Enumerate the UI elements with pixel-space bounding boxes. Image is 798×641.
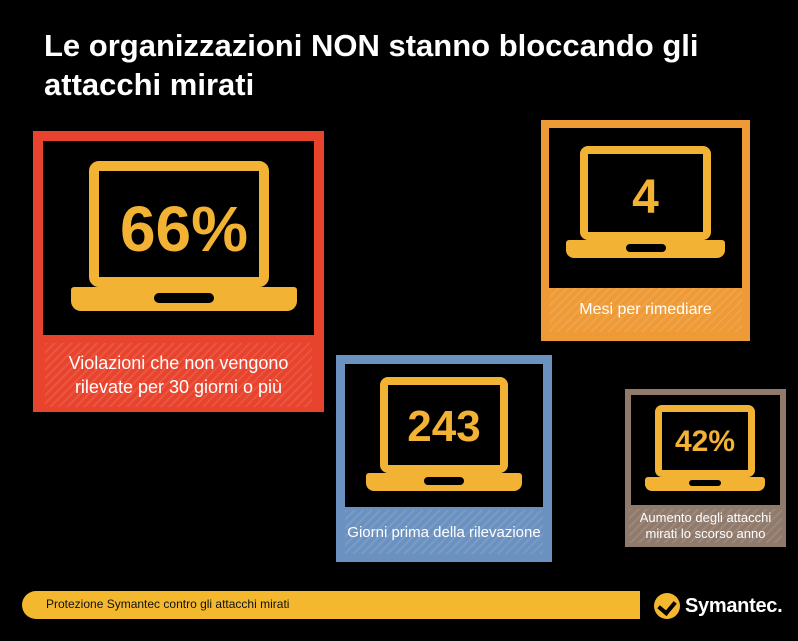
stat-label: Giorni prima della rilevazione <box>345 510 543 554</box>
laptop-icon: 4 <box>566 146 725 264</box>
stat-value: 66% <box>119 193 249 265</box>
stat-card-remediation: 4 Mesi per rimediare <box>541 120 750 341</box>
footer-banner: Protezione Symantec contro gli attacchi … <box>22 591 640 619</box>
stat-card-violations: 66% Violazioni che non vengono rilevate … <box>33 131 324 412</box>
footer-text: Protezione Symantec contro gli attacchi … <box>46 597 290 611</box>
stat-value: 243 <box>407 402 481 451</box>
laptop-icon: 243 <box>366 377 522 497</box>
stat-label: Mesi per rimediare <box>549 288 742 332</box>
stat-label: Violazioni che non vengono rilevate per … <box>45 343 312 407</box>
logo-text: Symantec. <box>685 594 783 617</box>
symantec-logo: Symantec. <box>654 590 783 622</box>
stat-value: 42% <box>674 425 736 458</box>
laptop-icon: 66% <box>71 161 297 321</box>
stat-value: 4 <box>632 171 659 224</box>
stat-card-detection-days: 243 Giorni prima della rilevazione <box>336 355 552 562</box>
stat-card-attack-increase: 42% Aumento degli attacchi mirati lo sco… <box>625 389 786 547</box>
page-title: Le organizzazioni NON stanno bloccando g… <box>44 28 699 102</box>
stat-label: Aumento degli attacchi mirati lo scorso … <box>629 509 782 543</box>
laptop-icon: 42% <box>645 405 765 497</box>
checkmark-icon <box>654 593 680 619</box>
